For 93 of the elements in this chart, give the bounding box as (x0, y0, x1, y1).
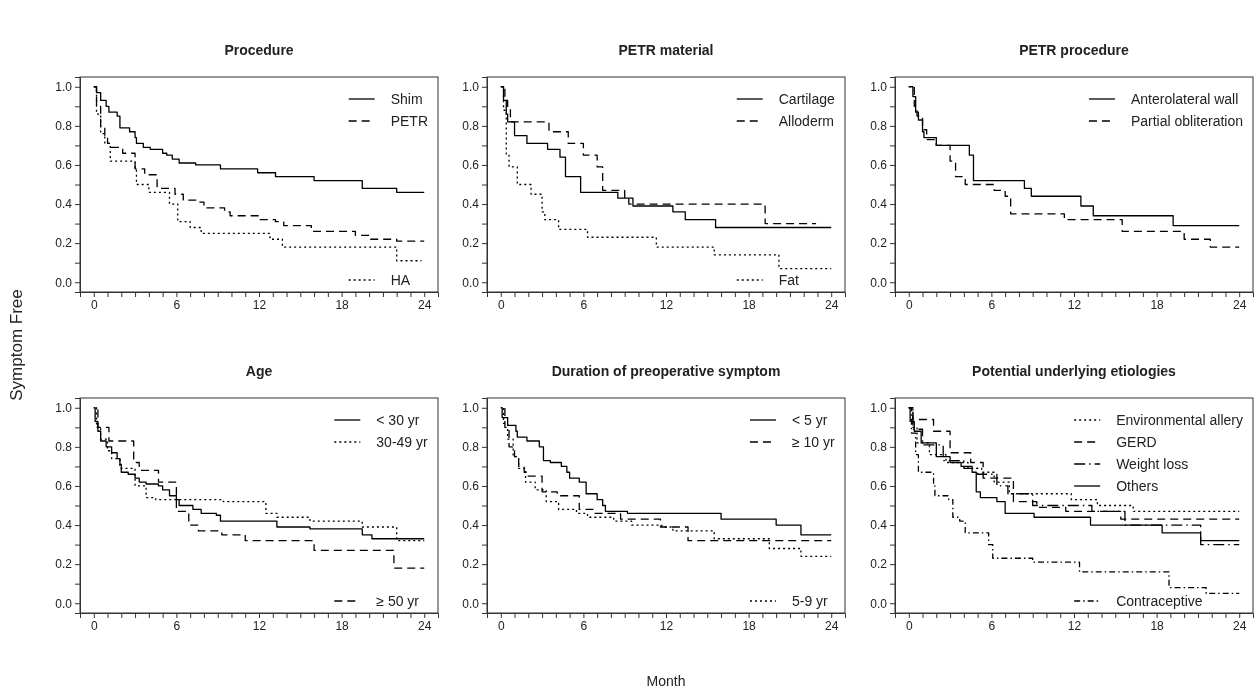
y-tick-label: 0.2 (462, 557, 480, 572)
y-tick-label: 0.4 (870, 518, 888, 533)
x-tick-label: 18 (1150, 618, 1165, 633)
legend-label: 30-49 yr (376, 434, 428, 450)
y-tick-label: 0.0 (55, 596, 73, 611)
y-tick-label: 0.4 (462, 197, 480, 212)
x-tick-label: 6 (173, 618, 181, 633)
y-tick-label: 0.4 (462, 518, 480, 533)
y-tick-label: 1.0 (55, 80, 73, 95)
legend-label: Cartilage (778, 91, 835, 107)
y-tick-label: 0.6 (462, 479, 480, 494)
y-tick-label: 0.8 (55, 440, 73, 455)
y-tick-label: 1.0 (462, 401, 480, 416)
y-tick-label: 0.2 (870, 557, 888, 572)
x-tick-label: 24 (825, 618, 839, 633)
legend-label: Others (1116, 478, 1159, 494)
legend-label: GERD (1116, 434, 1157, 450)
legend-label: Fat (778, 272, 800, 288)
x-tick-label: 18 (742, 297, 757, 312)
legend-label: Shim (390, 91, 423, 107)
y-tick-label: 0.6 (55, 158, 73, 173)
chart-title: Procedure (224, 42, 294, 58)
x-tick-label: 24 (825, 297, 839, 312)
x-tick-label: 24 (418, 618, 432, 633)
x-tick-label: 0 (497, 297, 505, 312)
x-tick-label: 0 (905, 618, 913, 633)
y-tick-label: 0.6 (462, 158, 480, 173)
y-tick-label: 0.4 (870, 197, 888, 212)
x-tick-label: 24 (1233, 297, 1247, 312)
y-tick-label: 1.0 (55, 401, 73, 416)
x-tick-label: 6 (988, 618, 996, 633)
x-tick-label: 24 (1233, 618, 1247, 633)
y-tick-label: 0.0 (870, 275, 888, 290)
y-tick-label: 0.8 (55, 119, 73, 134)
y-tick-label: 0.8 (870, 440, 888, 455)
y-tick-label: 0.2 (55, 557, 73, 572)
y-tick-label: 0.4 (55, 197, 73, 212)
legend-label: Weight loss (1116, 456, 1189, 472)
y-tick-label: 1.0 (870, 401, 888, 416)
y-tick-label: 0.0 (55, 275, 73, 290)
chart-title: PETR material (618, 42, 714, 58)
legend-label: ≥ 10 yr (791, 434, 835, 450)
x-tick-label: 0 (497, 618, 505, 633)
y-tick-label: 0.6 (870, 479, 888, 494)
x-tick-label: 18 (742, 618, 757, 633)
y-tick-label: 0.0 (462, 596, 480, 611)
chart-title: PETR procedure (1019, 42, 1130, 58)
legend-label: < 5 yr (791, 412, 828, 428)
x-tick-label: 12 (659, 618, 674, 633)
y-tick-label: 0.6 (870, 158, 888, 173)
x-tick-label: 12 (252, 297, 267, 312)
x-axis-title: Month (646, 673, 686, 689)
y-tick-label: 0.0 (462, 275, 480, 290)
x-tick-label: 18 (335, 618, 350, 633)
y-axis-title: Symptom Free (7, 289, 26, 401)
y-tick-label: 0.4 (55, 518, 73, 533)
legend-label: 5-9 yr (791, 593, 829, 609)
chart-title: Potential underlying etiologies (972, 363, 1177, 379)
legend-label: HA (390, 272, 411, 288)
x-tick-label: 18 (1150, 297, 1165, 312)
y-tick-label: 0.6 (55, 479, 73, 494)
legend-label: ≥ 50 yr (376, 593, 420, 609)
legend-label: PETR (390, 113, 428, 129)
x-tick-label: 18 (335, 297, 350, 312)
chart-title: Duration of preoperative symptom (551, 363, 781, 379)
legend-label: Alloderm (778, 113, 835, 129)
x-tick-label: 6 (988, 297, 996, 312)
y-tick-label: 1.0 (462, 80, 480, 95)
x-tick-label: 6 (173, 297, 181, 312)
x-tick-label: 0 (90, 297, 98, 312)
y-tick-label: 0.8 (870, 119, 888, 134)
legend-label: Anterolateral wall (1130, 91, 1239, 107)
y-tick-label: 0.2 (55, 236, 73, 251)
y-tick-label: 1.0 (870, 80, 888, 95)
x-tick-label: 12 (252, 618, 267, 633)
x-tick-label: 12 (1067, 618, 1082, 633)
x-tick-label: 0 (90, 618, 98, 633)
x-tick-label: 6 (580, 297, 588, 312)
y-tick-label: 0.2 (870, 236, 888, 251)
y-tick-label: 0.0 (870, 596, 888, 611)
legend-label: Contraceptive (1116, 593, 1203, 609)
x-tick-label: 6 (580, 618, 588, 633)
legend-label: Partial obliteration (1130, 113, 1243, 129)
y-tick-label: 0.8 (462, 440, 480, 455)
x-tick-label: 24 (418, 297, 432, 312)
legend-label: < 30 yr (376, 412, 420, 428)
x-tick-label: 12 (1067, 297, 1082, 312)
legend-label: Environmental allery (1116, 412, 1243, 428)
chart-title: Age (245, 363, 273, 379)
y-tick-label: 0.2 (462, 236, 480, 251)
x-tick-label: 0 (905, 297, 913, 312)
y-tick-label: 0.8 (462, 119, 480, 134)
x-tick-label: 12 (659, 297, 674, 312)
